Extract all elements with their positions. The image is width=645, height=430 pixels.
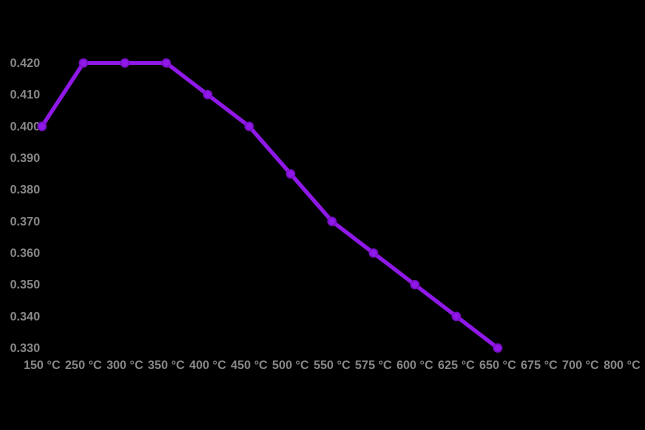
- series-line: [40, 61, 500, 350]
- x-axis-tick-label: 625 °C: [438, 358, 475, 372]
- data-point-marker[interactable]: [285, 169, 296, 179]
- x-axis-tick-label: 600 °C: [396, 358, 433, 372]
- x-axis-tick-label: 400 °C: [189, 358, 226, 372]
- y-axis-tick-label: 0.420: [10, 56, 40, 70]
- data-point-marker[interactable]: [492, 343, 503, 353]
- x-axis-tick-label: 250 °C: [65, 358, 102, 372]
- x-axis-tick-label: 550 °C: [314, 358, 351, 372]
- x-axis-tick-label: 450 °C: [231, 358, 268, 372]
- x-axis-tick-label: 675 °C: [521, 358, 558, 372]
- data-point-marker[interactable]: [78, 58, 89, 68]
- y-axis-tick-label: 0.390: [10, 151, 40, 165]
- x-axis-tick-label: 500 °C: [272, 358, 309, 372]
- data-point-marker[interactable]: [244, 121, 254, 132]
- y-axis-tick-label: 0.340: [10, 309, 40, 323]
- x-axis-tick-label: 150 °C: [24, 358, 61, 372]
- data-point-marker[interactable]: [451, 311, 462, 322]
- data-point-marker[interactable]: [327, 216, 337, 227]
- x-axis-tick-label: 700 °C: [562, 358, 599, 372]
- y-axis-tick-label: 0.370: [10, 214, 40, 228]
- data-point-marker[interactable]: [161, 58, 172, 68]
- x-axis-tick-label: 300 °C: [106, 358, 143, 372]
- data-point-marker[interactable]: [410, 279, 420, 290]
- x-axis-tick-label: 800 °C: [604, 358, 641, 372]
- x-axis-tick-label: 575 °C: [355, 358, 392, 372]
- data-point-marker[interactable]: [37, 121, 47, 132]
- y-axis-tick-label: 0.410: [10, 88, 40, 102]
- y-axis-tick-label: 0.350: [10, 278, 40, 292]
- y-axis-tick-label: 0.380: [10, 183, 40, 197]
- y-axis-tick-label: 0.400: [10, 119, 40, 133]
- data-point-marker[interactable]: [368, 248, 379, 258]
- x-axis-tick-label: 650 °C: [479, 358, 516, 372]
- y-axis-tick-label: 0.330: [10, 341, 40, 355]
- x-axis-tick-label: 350 °C: [148, 358, 185, 372]
- data-point-marker[interactable]: [120, 58, 130, 68]
- data-point-marker[interactable]: [202, 89, 213, 100]
- y-axis-tick-label: 0.360: [10, 246, 40, 260]
